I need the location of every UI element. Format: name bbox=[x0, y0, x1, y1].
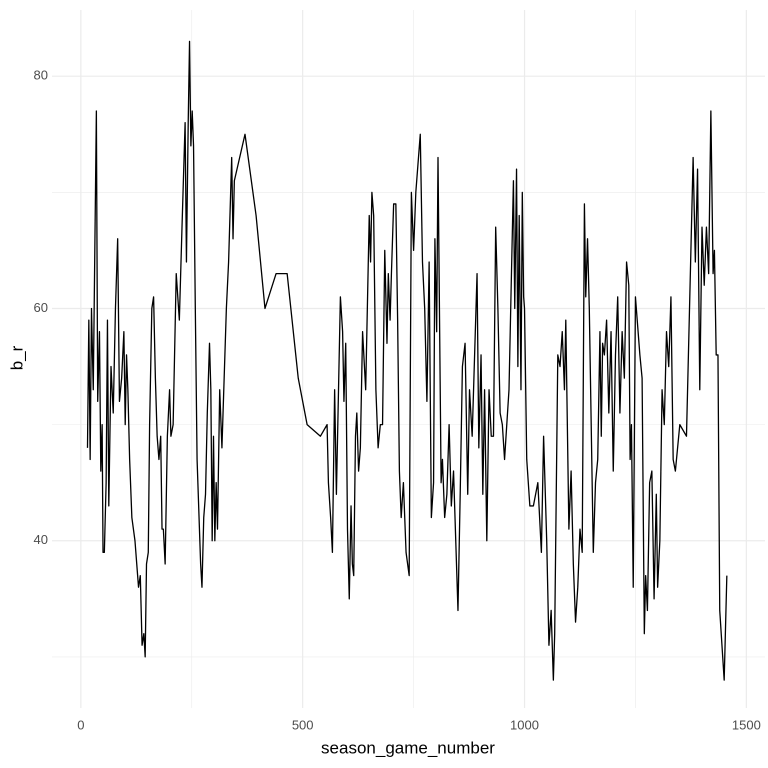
y-tick-label: 60 bbox=[34, 300, 48, 315]
x-tick-label: 1500 bbox=[732, 717, 761, 732]
x-tick-label: 500 bbox=[292, 717, 314, 732]
y-axis-title: b_r bbox=[7, 345, 26, 370]
grid bbox=[52, 10, 765, 708]
y-tick-label: 40 bbox=[34, 532, 48, 547]
marks bbox=[86, 40, 728, 681]
y-tick-label: 80 bbox=[34, 68, 48, 83]
x-tick-label: 0 bbox=[77, 717, 84, 732]
x-tick-label: 1000 bbox=[510, 717, 539, 732]
x-axis-title: season_game_number bbox=[321, 738, 495, 757]
data-line bbox=[86, 40, 728, 681]
